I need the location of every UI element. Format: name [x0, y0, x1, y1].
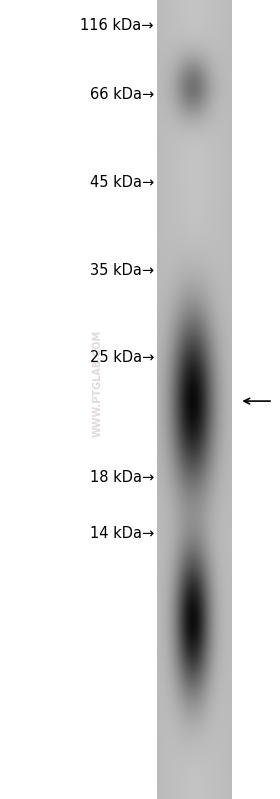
Bar — [193, 0, 194, 799]
Bar — [184, 0, 185, 799]
Bar — [183, 0, 184, 799]
Bar — [188, 0, 189, 799]
Bar — [165, 0, 167, 799]
Bar — [217, 0, 219, 799]
Bar — [210, 0, 211, 799]
Bar — [169, 0, 171, 799]
Bar — [226, 0, 227, 799]
Bar — [179, 0, 180, 799]
Text: 35 kDa→: 35 kDa→ — [90, 263, 154, 277]
Bar — [189, 0, 190, 799]
Bar — [221, 0, 222, 799]
Bar — [177, 0, 178, 799]
Bar — [206, 0, 207, 799]
Text: WWW.PTGLAB.COM: WWW.PTGLAB.COM — [93, 330, 103, 437]
Text: 66 kDa→: 66 kDa→ — [90, 87, 154, 101]
Bar — [222, 0, 223, 799]
Bar — [224, 0, 225, 799]
Bar — [185, 0, 186, 799]
Text: 25 kDa→: 25 kDa→ — [90, 351, 154, 365]
Bar — [157, 0, 158, 799]
Bar — [164, 0, 165, 799]
Bar — [200, 0, 201, 799]
Bar — [173, 0, 174, 799]
Bar — [194, 0, 195, 799]
Bar — [205, 0, 206, 799]
Text: 45 kDa→: 45 kDa→ — [90, 175, 154, 189]
Bar — [163, 0, 164, 799]
Bar — [192, 0, 193, 799]
Text: 14 kDa→: 14 kDa→ — [90, 527, 154, 541]
Bar — [225, 0, 226, 799]
Bar — [196, 0, 198, 799]
Bar — [167, 0, 168, 799]
Bar — [160, 0, 162, 799]
Bar — [190, 0, 192, 799]
Bar — [195, 0, 196, 799]
Bar — [174, 0, 175, 799]
Bar — [180, 0, 181, 799]
Bar — [211, 0, 213, 799]
Bar — [230, 0, 231, 799]
Bar — [168, 0, 169, 799]
Bar — [202, 0, 204, 799]
Bar — [207, 0, 209, 799]
Bar — [178, 0, 179, 799]
Bar — [199, 0, 200, 799]
Bar — [204, 0, 205, 799]
Bar — [220, 0, 221, 799]
Bar — [209, 0, 210, 799]
Bar — [175, 0, 177, 799]
Bar — [162, 0, 163, 799]
Bar — [219, 0, 220, 799]
Bar — [228, 0, 230, 799]
Bar — [216, 0, 217, 799]
Bar — [213, 0, 214, 799]
Bar — [159, 0, 160, 799]
Text: 18 kDa→: 18 kDa→ — [90, 471, 154, 485]
Bar — [227, 0, 228, 799]
Bar — [215, 0, 216, 799]
Bar — [201, 0, 202, 799]
Bar — [214, 0, 215, 799]
Bar — [171, 0, 172, 799]
Text: 116 kDa→: 116 kDa→ — [81, 18, 154, 33]
Bar — [198, 0, 199, 799]
Bar — [181, 0, 183, 799]
Bar — [172, 0, 173, 799]
Bar — [186, 0, 188, 799]
Bar — [158, 0, 159, 799]
